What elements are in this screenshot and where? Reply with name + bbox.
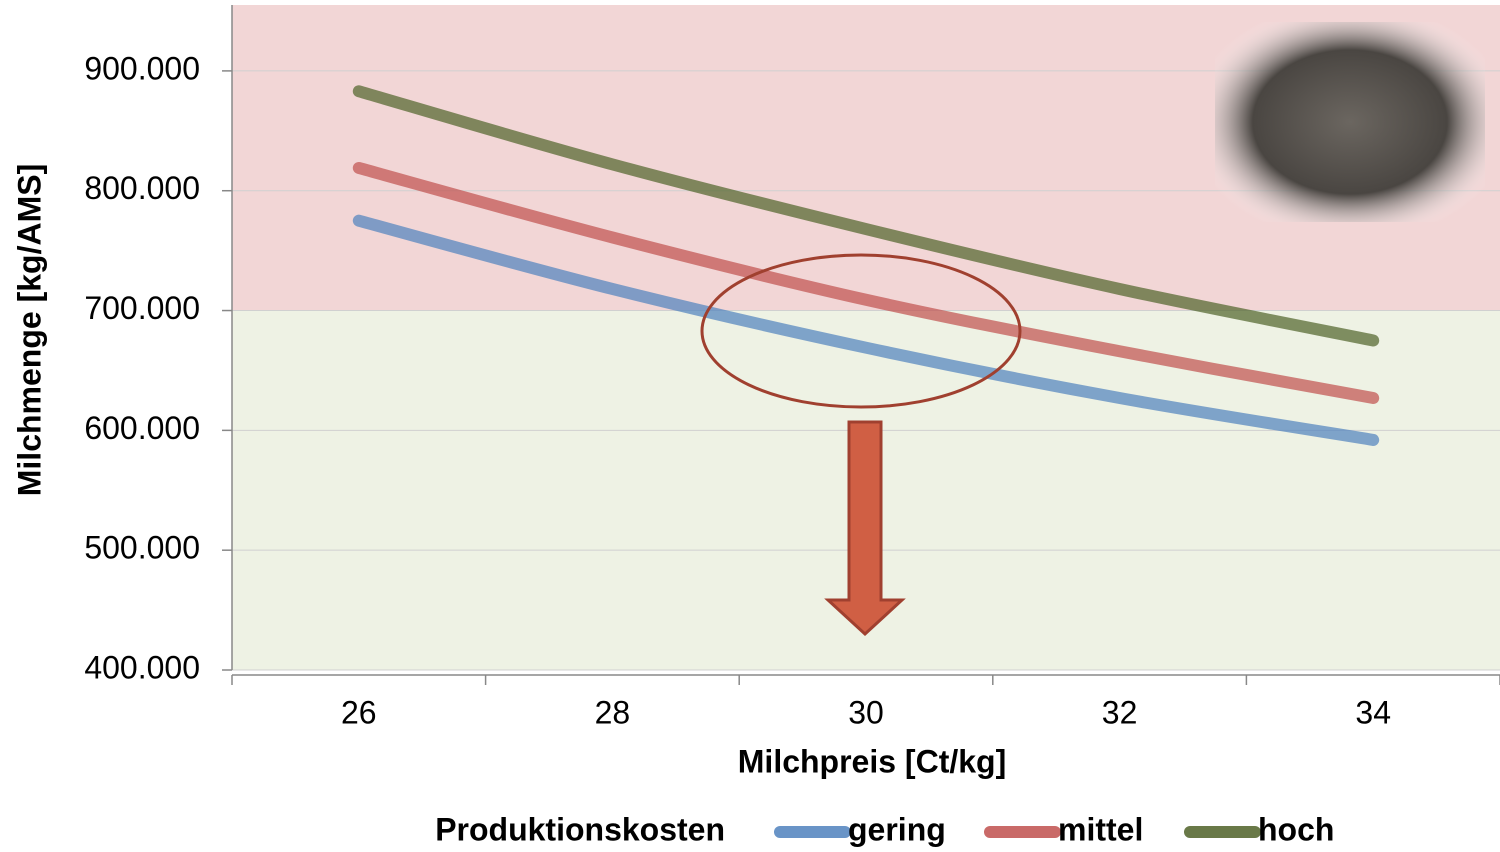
y-tick-label: 800.000	[84, 170, 200, 206]
legend-title: Produktionskosten	[435, 811, 725, 847]
y-tick-label: 700.000	[84, 290, 200, 326]
legend: Produktionskosten gering mittel hoch	[435, 811, 1334, 847]
y-tick-label: 500.000	[84, 530, 200, 566]
legend-label: hoch	[1258, 811, 1334, 847]
y-tick-label: 400.000	[84, 649, 200, 685]
legend-label: gering	[848, 811, 946, 847]
x-tick-label: 26	[341, 694, 377, 730]
x-tick-label: 28	[595, 694, 631, 730]
x-tick-label: 34	[1355, 694, 1391, 730]
x-tick-label: 30	[848, 694, 884, 730]
x-axis-title: Milchpreis [Ct/kg]	[738, 743, 1006, 779]
legend-label: mittel	[1058, 811, 1143, 847]
photo	[1215, 22, 1485, 222]
y-tick-label: 900.000	[84, 50, 200, 86]
y-axis-title: Milchmenge [kg/AMS]	[11, 164, 47, 496]
x-tick-label: 32	[1102, 694, 1138, 730]
chart: 400.000 500.000 600.000 700.000 800.000 900.0…	[0, 0, 1500, 852]
y-tick-label: 600.000	[84, 410, 200, 446]
